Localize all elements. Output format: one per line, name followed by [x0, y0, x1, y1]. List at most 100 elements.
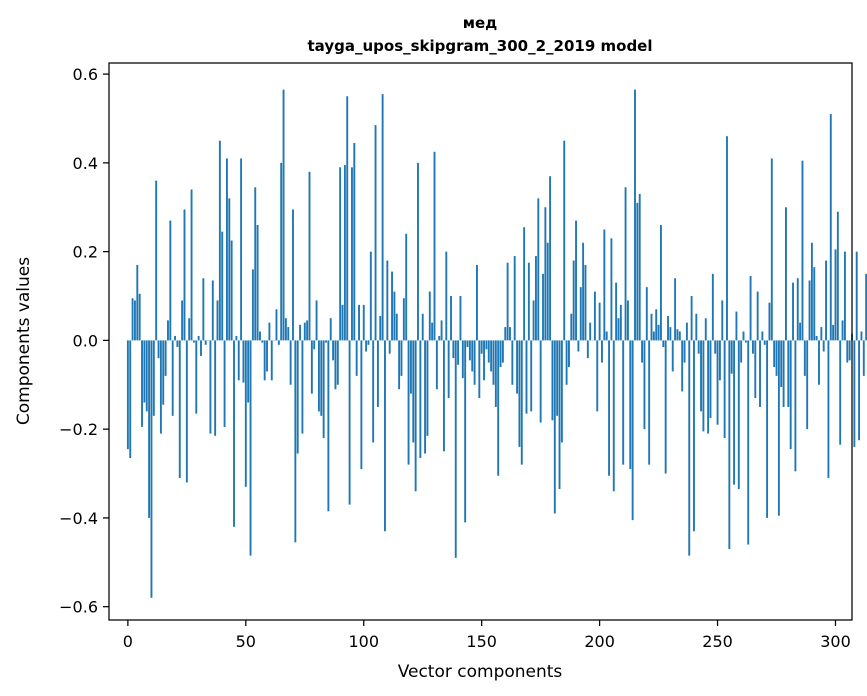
bar [254, 187, 257, 341]
bar [424, 340, 427, 454]
bar [733, 340, 736, 485]
bar [527, 262, 530, 341]
bar [721, 300, 724, 341]
bar [360, 340, 363, 470]
bar [339, 167, 342, 341]
bar [242, 340, 245, 383]
bar [270, 340, 273, 381]
bar [711, 273, 714, 341]
bar [256, 225, 259, 341]
bar [487, 340, 490, 363]
bar [770, 158, 773, 341]
bar [759, 340, 761, 407]
bar [223, 340, 226, 427]
bar [716, 340, 719, 425]
bar [322, 340, 325, 439]
bar [126, 340, 129, 450]
bar [737, 340, 740, 490]
bar [773, 340, 776, 368]
bar [704, 318, 707, 341]
bar [568, 340, 570, 368]
x-tick-label: 250 [702, 632, 733, 651]
bar [435, 340, 438, 390]
bar [516, 340, 519, 394]
bar [152, 340, 155, 416]
bar [563, 140, 566, 341]
bar [334, 340, 337, 390]
bar [537, 198, 540, 341]
bar [652, 331, 655, 341]
bar [313, 340, 316, 350]
bar [244, 340, 247, 487]
bar [813, 267, 816, 341]
bar [820, 327, 823, 341]
bar [355, 340, 358, 376]
bar [450, 296, 452, 341]
bar [284, 318, 287, 341]
bar [683, 340, 686, 363]
bar [376, 340, 379, 407]
bar [518, 340, 521, 447]
bar [426, 340, 429, 436]
bar [605, 331, 608, 341]
bar [818, 340, 820, 385]
bar [308, 171, 311, 341]
x-tick-label: 200 [584, 632, 615, 651]
bar [136, 264, 139, 341]
bar [372, 340, 375, 443]
bar [636, 202, 639, 341]
bar [233, 340, 235, 527]
bar [780, 340, 783, 387]
bar [671, 340, 674, 372]
y-axis-label: Components values [14, 257, 34, 425]
bar [379, 315, 382, 341]
bar [228, 198, 231, 341]
bar [822, 340, 825, 352]
x-tick-label: 300 [820, 632, 851, 651]
bar [386, 260, 389, 341]
bar [674, 278, 677, 341]
bar [374, 125, 377, 341]
bar [492, 340, 495, 385]
bar [218, 140, 221, 341]
bar [509, 327, 511, 341]
bar [346, 96, 349, 341]
bar [183, 209, 186, 341]
bar [440, 320, 443, 341]
bar [714, 340, 717, 354]
bar [749, 276, 752, 341]
bar [539, 340, 542, 423]
bar [299, 324, 301, 341]
bar [570, 313, 573, 341]
bar [459, 296, 462, 341]
bar [534, 256, 537, 341]
bar [317, 340, 320, 412]
bar [853, 340, 856, 447]
bar [763, 340, 766, 345]
bar [494, 340, 497, 407]
bar [211, 280, 214, 341]
bar [214, 340, 217, 436]
bar [808, 280, 811, 341]
bar [277, 340, 280, 345]
bar [626, 300, 629, 341]
bar [612, 340, 615, 492]
bar [369, 251, 372, 341]
bar [497, 340, 500, 476]
bar [261, 340, 264, 343]
bar [478, 340, 481, 399]
bar [268, 322, 271, 341]
bar [511, 340, 514, 385]
bar [603, 229, 606, 341]
bar [162, 340, 165, 405]
bar [490, 340, 493, 372]
bar [381, 94, 384, 341]
bar [190, 189, 193, 341]
bar [744, 340, 747, 343]
x-tick-label: 50 [236, 632, 256, 651]
bar [544, 207, 547, 341]
bar [785, 207, 787, 341]
bar [185, 340, 188, 483]
bar [221, 231, 224, 341]
bar [855, 251, 858, 341]
